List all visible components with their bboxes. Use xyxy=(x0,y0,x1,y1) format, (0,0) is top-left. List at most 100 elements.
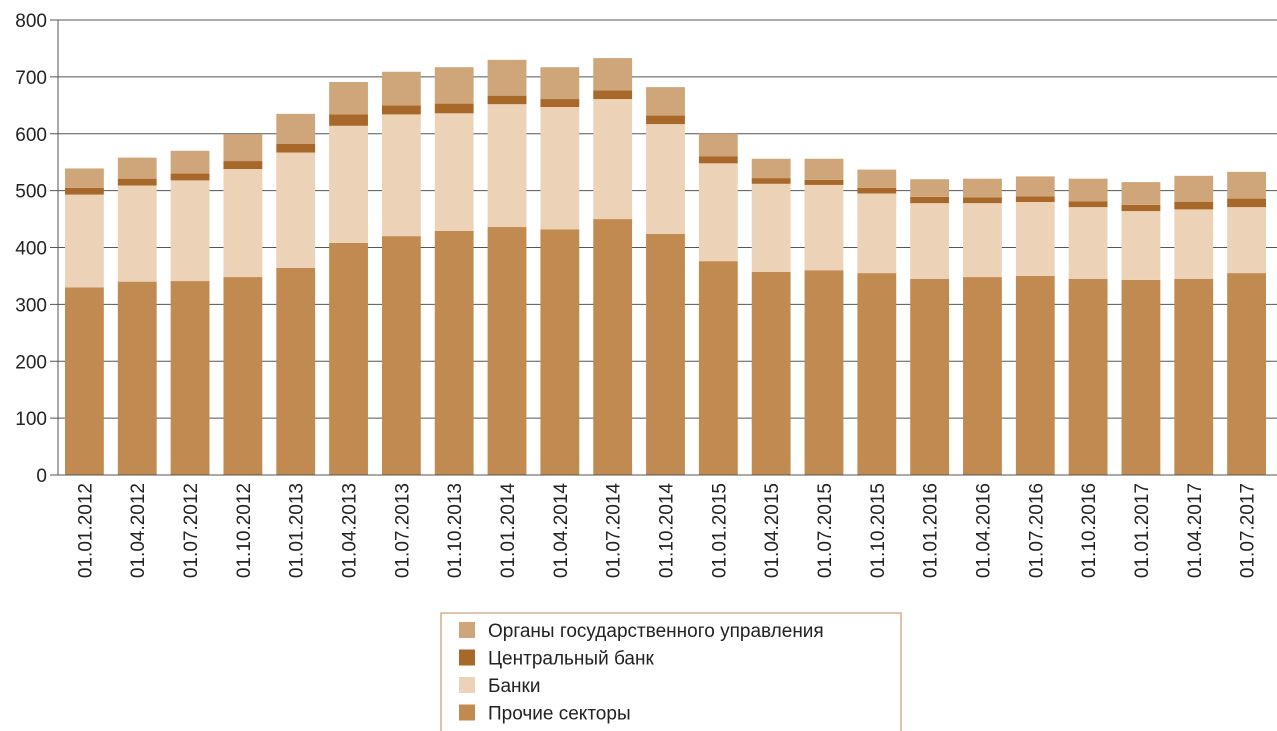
bar-stack xyxy=(117,157,157,475)
bar-segment xyxy=(698,261,738,475)
bar-segment xyxy=(276,267,316,475)
x-tick-label: 01.01.2016 xyxy=(921,483,942,578)
y-tick-label: 800 xyxy=(15,11,47,32)
x-tick-label: 01.10.2012 xyxy=(234,483,255,578)
bar-segment xyxy=(276,152,316,268)
bar-stack xyxy=(1227,171,1267,475)
bar-segment xyxy=(1068,201,1108,208)
x-tick-label: 01.04.2012 xyxy=(128,483,149,578)
bar-segment xyxy=(1015,202,1055,276)
y-tick-label: 300 xyxy=(15,295,47,316)
bars-layer xyxy=(64,58,1267,475)
bar-segment xyxy=(593,99,633,220)
bar-segment xyxy=(223,161,263,170)
legend-swatch xyxy=(459,649,475,666)
bar-segment xyxy=(751,183,791,272)
y-tick-label: 600 xyxy=(15,125,47,146)
bar-stack xyxy=(540,67,580,475)
x-tick-label: 01.07.2013 xyxy=(392,483,413,578)
bar-stack xyxy=(276,113,316,475)
bar-segment xyxy=(1121,204,1161,212)
bar-segment xyxy=(170,281,210,475)
bar-segment xyxy=(1227,198,1267,208)
y-tick-label: 400 xyxy=(15,239,47,260)
bar-segment xyxy=(857,193,897,274)
x-tick-label: 01.07.2016 xyxy=(1026,483,1047,578)
bar-segment xyxy=(1174,209,1214,279)
bar-stack xyxy=(857,169,897,475)
bar-stack xyxy=(223,134,263,475)
bar-segment xyxy=(963,277,1002,475)
bar-segment xyxy=(276,143,316,153)
legend-label: Банки xyxy=(488,676,540,697)
bar-segment xyxy=(963,178,1002,198)
x-tick-label: 01.01.2013 xyxy=(287,483,308,578)
bar-segment xyxy=(698,156,738,164)
bar-segment xyxy=(540,107,580,230)
bar-segment xyxy=(1068,278,1108,475)
bar-stack xyxy=(804,158,844,475)
y-axis-ticks: 0 100 200 300 400 500 600 700 800 xyxy=(15,11,58,487)
bar-segment xyxy=(1015,196,1055,202)
x-tick-label: 01.01.2017 xyxy=(1132,483,1153,578)
y-tick-label: 700 xyxy=(15,68,47,89)
bar-segment xyxy=(117,157,157,179)
y-tick-label: 200 xyxy=(15,352,47,373)
bar-segment xyxy=(487,104,527,228)
bar-segment xyxy=(804,270,844,475)
legend-swatch xyxy=(459,622,475,638)
x-axis-ticks: 01.01.2012 01.04.2012 01.07.2012 01.10.2012… xyxy=(75,483,1258,579)
y-tick-label: 500 xyxy=(15,182,47,203)
bar-segment xyxy=(1227,171,1267,199)
bar-segment xyxy=(1015,275,1055,475)
bar-segment xyxy=(117,185,157,282)
bar-segment xyxy=(646,87,685,116)
bar-segment xyxy=(170,180,210,282)
bar-stack xyxy=(434,67,474,475)
bar-segment xyxy=(751,158,791,179)
bar-segment xyxy=(1121,279,1161,475)
bar-segment xyxy=(434,67,474,104)
bar-stack xyxy=(646,87,685,475)
bar-segment xyxy=(487,59,527,96)
bar-segment xyxy=(329,125,368,243)
legend-label: Центральный банк xyxy=(488,649,654,670)
bar-segment xyxy=(64,194,104,288)
bar-segment xyxy=(910,278,950,475)
bar-segment xyxy=(1174,278,1214,475)
bar-segment xyxy=(1121,211,1161,280)
legend-label: Органы государственного управления xyxy=(488,621,824,642)
bar-segment xyxy=(223,134,263,162)
x-tick-label: 01.07.2015 xyxy=(815,483,836,578)
bar-segment xyxy=(434,103,474,114)
bar-segment xyxy=(170,173,210,181)
bar-segment xyxy=(646,124,685,234)
legend-label: Прочие секторы xyxy=(488,704,631,725)
bar-segment xyxy=(117,178,157,186)
bar-stack xyxy=(1121,182,1161,475)
bar-stack xyxy=(963,178,1002,475)
bar-segment xyxy=(804,179,844,185)
x-tick-label: 01.10.2015 xyxy=(868,483,889,578)
bar-segment xyxy=(434,231,474,475)
bar-segment xyxy=(487,227,527,475)
bar-segment xyxy=(1015,176,1055,197)
bar-segment xyxy=(117,281,157,475)
bar-segment xyxy=(64,287,104,475)
bar-segment xyxy=(1227,207,1267,274)
x-tick-label: 01.04.2014 xyxy=(551,483,572,579)
bar-segment xyxy=(910,203,950,279)
x-tick-label: 01.04.2013 xyxy=(340,483,361,578)
y-tick-label: 100 xyxy=(15,409,47,430)
bar-stack xyxy=(910,179,950,475)
bar-segment xyxy=(329,81,368,115)
bar-segment xyxy=(698,133,738,157)
bar-segment xyxy=(276,113,316,144)
legend-swatch xyxy=(459,677,475,693)
bar-segment xyxy=(381,71,421,106)
bar-segment xyxy=(170,150,210,174)
bar-segment xyxy=(593,90,633,100)
bar-segment xyxy=(751,271,791,475)
